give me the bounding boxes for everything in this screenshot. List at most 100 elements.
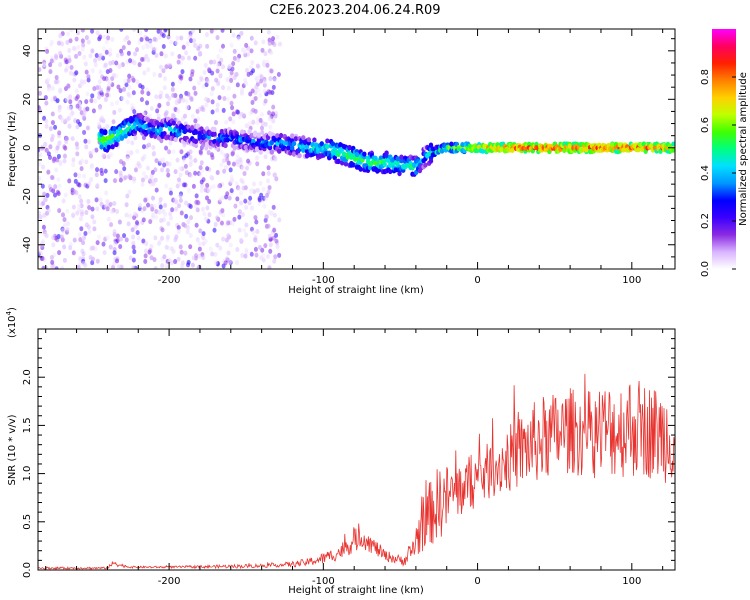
spectrogram-cell bbox=[193, 90, 198, 96]
spectrogram-cell bbox=[77, 50, 82, 56]
spectrogram-cell bbox=[428, 142, 434, 148]
spectrogram-cell bbox=[222, 168, 227, 174]
spectrogram-cell bbox=[171, 249, 176, 255]
snr-frame bbox=[37, 328, 676, 571]
spectrogram-cell bbox=[222, 96, 227, 102]
spectrogram-cell bbox=[125, 99, 130, 105]
spectrogram-cell bbox=[76, 119, 81, 125]
spectrogram-y-ticks: -40 -20 0 20 40 bbox=[22, 38, 675, 270]
spectrogram-cell bbox=[261, 252, 266, 258]
spectrogram-cell bbox=[209, 174, 214, 180]
spectrogram-cell bbox=[244, 67, 249, 73]
spectrogram-cell bbox=[225, 191, 230, 197]
spectrogram-cell bbox=[184, 98, 189, 104]
spectrogram-cell bbox=[212, 59, 217, 65]
spectrogram-cell bbox=[157, 209, 162, 215]
spectrogram-cell bbox=[347, 144, 352, 151]
spectrogram-cell bbox=[109, 222, 114, 228]
spectrogram-cell bbox=[210, 86, 215, 92]
spectrogram-cell bbox=[263, 243, 268, 249]
spectrogram-cell bbox=[210, 155, 215, 161]
spectrogram-cell bbox=[240, 179, 245, 185]
spectrogram-cell bbox=[255, 120, 260, 126]
spectrogram-cell bbox=[263, 217, 268, 223]
spectrogram-cell bbox=[423, 162, 428, 168]
spectrogram-cell bbox=[94, 53, 99, 59]
spectrogram-cell bbox=[50, 111, 55, 117]
spectrogram-cell bbox=[178, 244, 183, 250]
spectrogram-cell bbox=[59, 115, 64, 121]
spectrogram-cell bbox=[244, 222, 249, 228]
spectrogram-cell bbox=[170, 86, 175, 92]
spectrogram-cell bbox=[304, 144, 310, 150]
spectrogram-cell bbox=[226, 233, 231, 239]
spectrogram-cell bbox=[100, 115, 105, 121]
spectrogram-cell bbox=[167, 126, 173, 132]
spectrogram-cell bbox=[266, 171, 271, 177]
spectrogram-cell bbox=[268, 242, 273, 248]
spectrogram-cell bbox=[160, 167, 165, 173]
spectrogram-cell bbox=[142, 70, 147, 76]
spectrogram-cell bbox=[262, 203, 267, 209]
spectrogram-cell bbox=[230, 66, 235, 72]
snr-line-path bbox=[38, 373, 675, 570]
spectrogram-cell bbox=[198, 171, 203, 177]
spectrogram-cell bbox=[240, 252, 245, 258]
spectrogram-cell bbox=[151, 126, 156, 132]
spectrogram-cell bbox=[131, 265, 136, 269]
spectrogram-cell bbox=[201, 235, 206, 241]
spectrogram-cell bbox=[106, 144, 112, 150]
spectrogram-cell bbox=[114, 60, 119, 66]
spectrogram-cell bbox=[289, 145, 295, 151]
spectrogram-cell bbox=[251, 119, 256, 125]
spectrogram-cell bbox=[195, 207, 200, 213]
spectrogram-cell bbox=[103, 168, 108, 174]
spectrogram-cell bbox=[56, 153, 61, 159]
spectrogram-cell bbox=[249, 205, 254, 211]
spectrogram-cell bbox=[42, 62, 47, 68]
spectrogram-cell bbox=[244, 80, 249, 86]
spectrogram-cell bbox=[72, 189, 77, 195]
spectrogram-cell bbox=[228, 242, 233, 248]
spectrogram-cell bbox=[98, 105, 103, 111]
spectrogram-cell bbox=[271, 36, 276, 42]
spectrogram-cell bbox=[144, 241, 149, 247]
snr-y-tick-label: 2.0 bbox=[22, 369, 33, 385]
spectrogram-y-tick-label: 0 bbox=[22, 145, 33, 151]
spectrogram-cell bbox=[126, 50, 131, 56]
spectrogram-cell bbox=[92, 226, 97, 232]
spectrogram-cell bbox=[139, 97, 144, 103]
spectrogram-cell bbox=[161, 208, 166, 214]
spectrogram-cell bbox=[98, 69, 103, 75]
spectrogram-cell bbox=[167, 161, 172, 167]
spectrogram-cell bbox=[38, 200, 41, 206]
spectrogram-cell bbox=[111, 119, 116, 125]
spectrogram-y-tick-label: 40 bbox=[22, 44, 33, 57]
spectrogram-cell bbox=[72, 237, 77, 243]
spectrogram-cell bbox=[188, 233, 193, 239]
spectrogram-cell bbox=[71, 213, 76, 219]
spectrogram-cell bbox=[170, 81, 175, 87]
spectrogram-cell bbox=[57, 183, 62, 189]
spectrogram-cell bbox=[216, 62, 221, 68]
spectrogram-cell bbox=[49, 254, 54, 260]
spectrogram-cell bbox=[218, 245, 223, 251]
spectrogram-cell bbox=[151, 212, 156, 218]
spectrogram-cell bbox=[194, 222, 199, 228]
spectrogram-cell bbox=[265, 192, 270, 198]
spectrogram-cell bbox=[215, 107, 220, 113]
spectrogram-cell bbox=[126, 77, 131, 83]
spectrogram-cell bbox=[83, 138, 88, 144]
spectrogram-cell bbox=[215, 68, 220, 74]
spectrogram-cell bbox=[253, 215, 258, 221]
spectrogram-cell bbox=[215, 35, 220, 41]
spectrogram-cell bbox=[83, 230, 88, 236]
spectrogram-cell bbox=[60, 265, 65, 269]
spectrogram-cell bbox=[46, 169, 51, 175]
spectrogram-cell bbox=[112, 250, 117, 256]
spectrogram-cell bbox=[259, 78, 264, 84]
spectrogram-cell bbox=[106, 85, 111, 91]
figure-title: C2E6.2023.204.06.24.R09 bbox=[269, 3, 440, 18]
spectrogram-cell bbox=[87, 180, 92, 186]
